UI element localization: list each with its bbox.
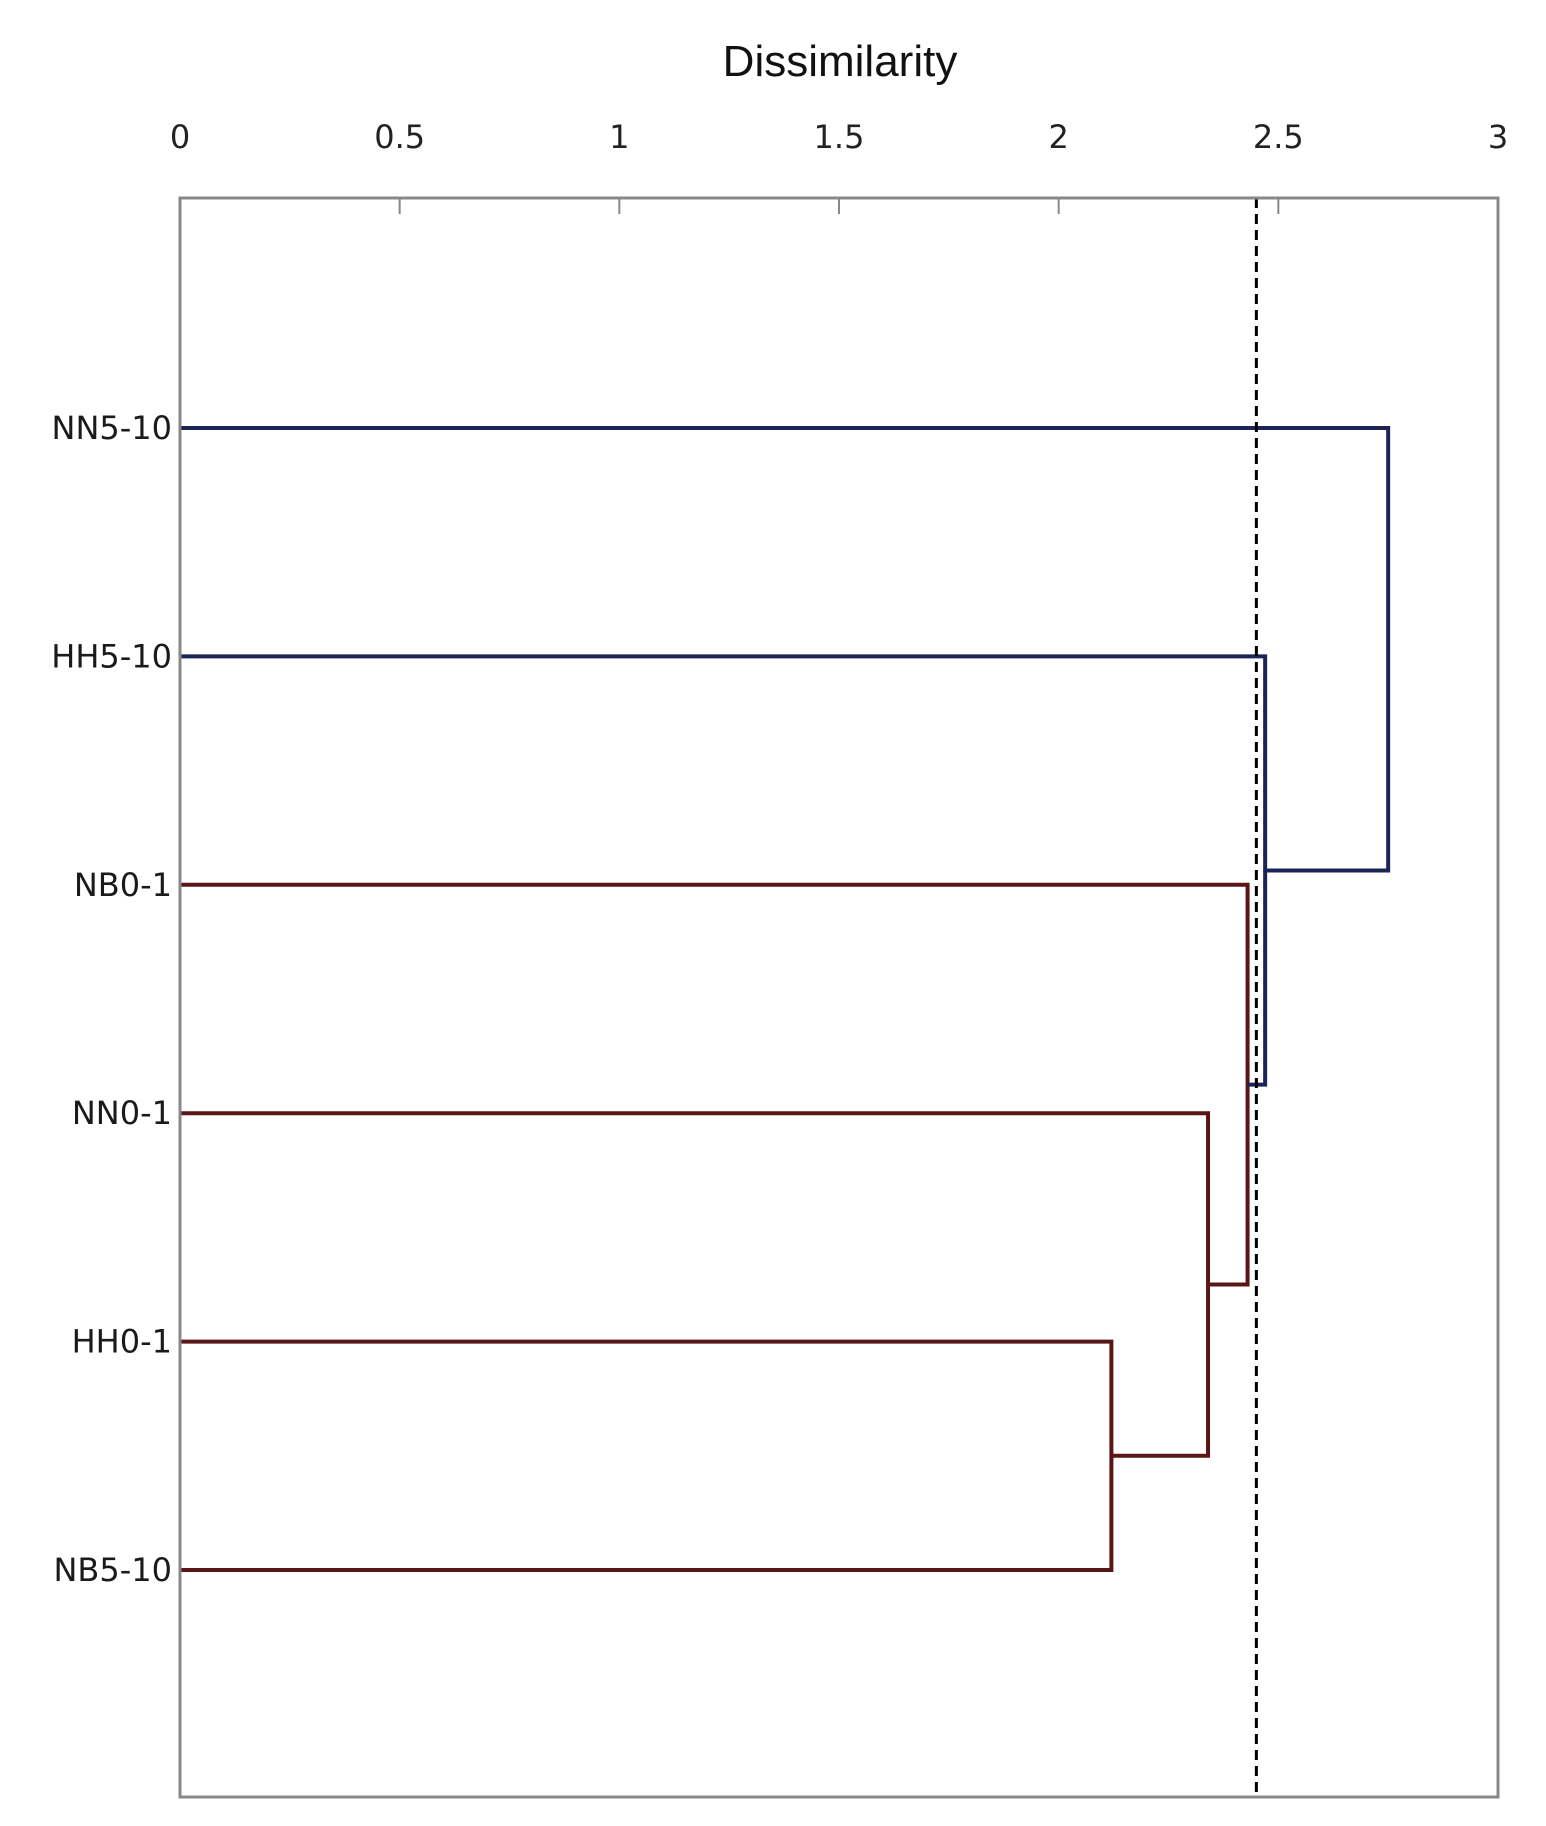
plot-frame — [178, 196, 1500, 1799]
x-tick-label: 2.5 — [1253, 118, 1304, 156]
x-axis-title: Dissimilarity — [723, 37, 958, 86]
x-tick-label: 0 — [170, 118, 190, 156]
link-m3 — [180, 882, 1250, 1287]
x-tick-label: 0.5 — [374, 118, 425, 156]
leaf-label: NN5-10 — [52, 409, 173, 447]
leaf-label: NB5-10 — [53, 1551, 172, 1589]
leaf-label: HH0-1 — [72, 1323, 172, 1361]
link-m2 — [180, 1111, 1211, 1458]
leaf-label: NB0-1 — [74, 866, 172, 904]
link-m5 — [180, 426, 1391, 873]
leaf-label: HH5-10 — [51, 637, 172, 675]
x-tick-label: 1 — [609, 118, 629, 156]
x-tick-label: 3 — [1488, 118, 1508, 156]
leaf-label: NN0-1 — [72, 1094, 172, 1132]
x-axis-ticks: 0 0.5 1 1.5 2 2.5 3 — [170, 118, 1508, 214]
dendrogram-links — [180, 426, 1391, 1572]
link-m1 — [180, 1339, 1114, 1572]
leaf-labels: NN5-10 HH5-10 NB0-1 NN0-1 HH0-1 NB5-10 — [51, 409, 172, 1589]
link-m4 — [180, 654, 1268, 1087]
x-tick-label: 1.5 — [814, 118, 865, 156]
x-tick-label: 2 — [1048, 118, 1068, 156]
